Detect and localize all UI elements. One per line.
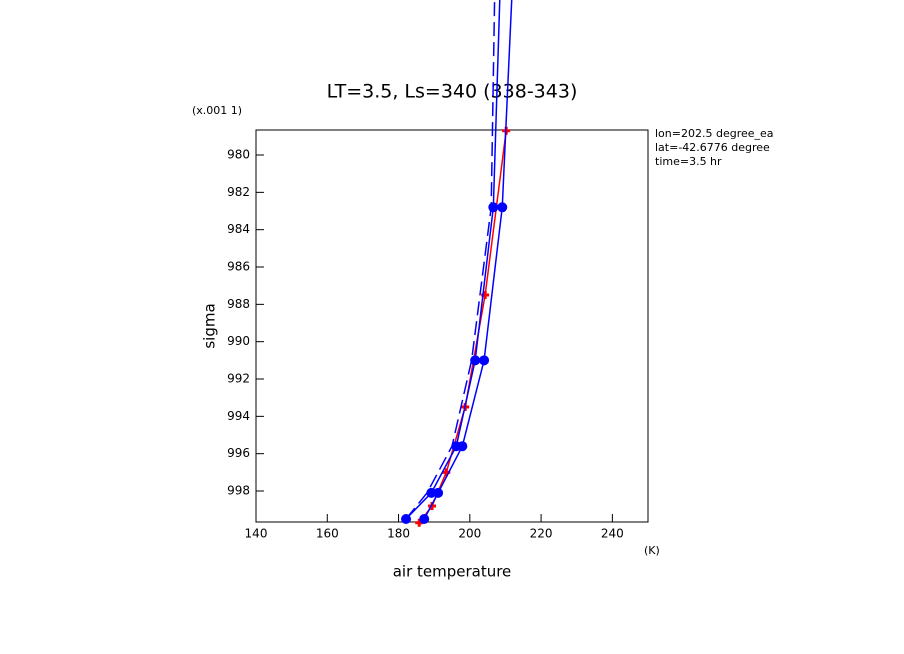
y-tick-label: 994 <box>227 409 250 423</box>
x-tick-label: 180 <box>387 527 410 541</box>
x-tick-label: 220 <box>530 527 553 541</box>
series-line <box>405 0 501 520</box>
point <box>470 355 481 366</box>
x-tick-label: 160 <box>316 527 339 541</box>
y-tick-label: 982 <box>227 185 250 199</box>
y-tick-label: 986 <box>227 260 250 274</box>
y-tick-label: 984 <box>227 222 250 236</box>
x-unit-label: (K) <box>644 544 660 557</box>
y-tick-label: 992 <box>227 372 250 386</box>
point <box>419 514 430 525</box>
point <box>488 202 499 213</box>
clip-mask <box>780 120 904 180</box>
x-axis-label: air temperature <box>393 563 512 581</box>
y-tick-label: 996 <box>227 446 250 460</box>
chart-title: LT=3.5, Ls=340 (338-343) <box>327 81 578 103</box>
x-tick-label: 200 <box>458 527 481 541</box>
point <box>479 355 490 366</box>
point <box>497 202 508 213</box>
plot-frame <box>255 129 649 523</box>
point <box>457 441 468 452</box>
annotation: time=3.5 hr <box>655 155 722 168</box>
y-tick-label: 980 <box>227 148 250 162</box>
y-tick-label: 990 <box>227 334 250 348</box>
series-line <box>423 0 513 520</box>
y-axis-label: sigma <box>201 303 219 348</box>
point <box>433 487 444 498</box>
series-line <box>418 130 507 524</box>
y-tick-label: 988 <box>227 297 250 311</box>
x-tick-label: 240 <box>601 527 624 541</box>
series-line <box>405 0 496 520</box>
x-tick-label: 140 <box>245 527 268 541</box>
y-scale-label: (x.001 1) <box>192 104 242 117</box>
annotation: lon=202.5 degree_ea <box>655 127 774 140</box>
y-tick-label: 998 <box>227 484 250 498</box>
annotation: lat=-42.6776 degree <box>655 141 770 154</box>
